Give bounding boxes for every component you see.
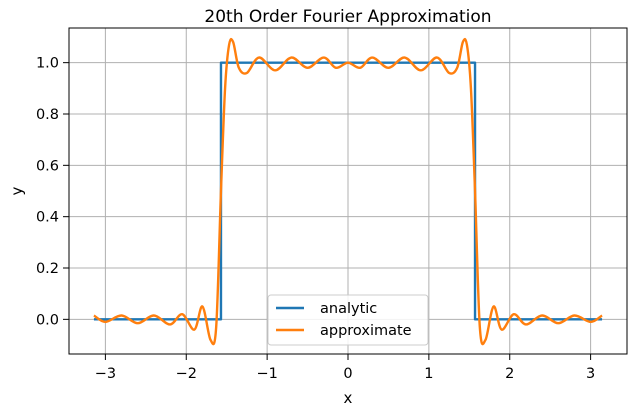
y-tick-label: 0.4 <box>36 210 59 226</box>
y-tick-label: 0.2 <box>36 261 59 277</box>
x-tick-label: −3 <box>95 366 116 382</box>
y-tick-label: 0.8 <box>36 107 59 123</box>
legend-label-analytic: analytic <box>320 301 377 317</box>
x-tick-label: 2 <box>505 366 514 382</box>
legend-label-approximate: approximate <box>320 323 412 339</box>
ticks: −3 −2 −1 0 1 2 3 0.0 0.2 0.4 0.6 0.8 1.0 <box>36 56 595 382</box>
chart-title: 20th Order Fourier Approximation <box>204 7 491 27</box>
series-line-approximate <box>93 37 603 346</box>
legend-box <box>267 294 429 346</box>
y-tick-label: 0.6 <box>36 158 59 174</box>
y-tick-label: 0.0 <box>36 312 59 328</box>
x-tick-label: −2 <box>176 366 197 382</box>
series-layer <box>93 37 603 346</box>
x-axis-label: x <box>344 389 353 407</box>
x-tick-label: 1 <box>424 366 433 382</box>
x-tick-label: 0 <box>343 366 352 382</box>
y-tick-label: 1.0 <box>36 56 59 72</box>
x-tick-label: −1 <box>256 366 277 382</box>
y-axis-label: y <box>8 186 26 195</box>
x-tick-label: 3 <box>586 366 595 382</box>
legend: analytic approximate <box>267 294 429 346</box>
